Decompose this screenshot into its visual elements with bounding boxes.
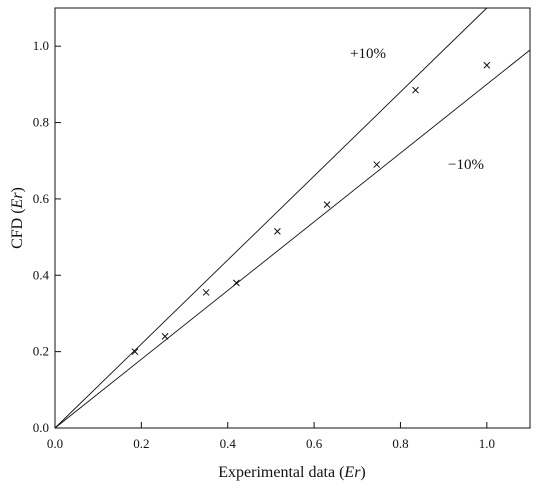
- data-point: [274, 228, 281, 235]
- x-tick-label: 0.6: [306, 436, 323, 451]
- x-axis-label: Experimental data (Er): [218, 464, 366, 481]
- y-tick-label: 1.0: [33, 38, 49, 53]
- plus-10-percent-line: [54, 7, 488, 429]
- y-tick-label: 0.8: [33, 115, 49, 130]
- y-axis-ticks: 0.0 0.2 0.4 0.6 0.8 1.0: [33, 38, 61, 435]
- y-tick-label: 0.0: [33, 420, 49, 435]
- data-points: [131, 61, 491, 355]
- data-point: [483, 61, 491, 69]
- x-tick-label: 0.4: [220, 436, 237, 451]
- y-tick-label: 0.2: [33, 344, 49, 359]
- x-tick-label: 0.8: [392, 436, 408, 451]
- minus-10-percent-line: [54, 49, 531, 429]
- x-tick-label: 1.0: [479, 436, 495, 451]
- y-tick-label: 0.4: [33, 267, 50, 282]
- data-point: [412, 86, 419, 94]
- data-point: [323, 201, 331, 208]
- y-tick-label: 0.6: [33, 191, 50, 206]
- annotation-plus-10: +10%: [350, 46, 386, 62]
- annotation-minus-10: −10%: [448, 157, 484, 173]
- data-point: [161, 333, 169, 340]
- x-axis-ticks: 0.0 0.2 0.4 0.6 0.8 1.0: [47, 422, 495, 451]
- plot-border: [54, 7, 531, 429]
- data-point: [233, 279, 240, 287]
- data-point: [131, 348, 139, 355]
- y-axis-label: CFD (Er): [9, 187, 26, 249]
- plot-frame: [54, 7, 531, 429]
- x-tick-label: 0.0: [47, 436, 63, 451]
- x-tick-label: 0.2: [133, 436, 149, 451]
- data-point: [373, 161, 381, 168]
- data-point: [202, 289, 210, 296]
- reference-lines: [54, 7, 531, 429]
